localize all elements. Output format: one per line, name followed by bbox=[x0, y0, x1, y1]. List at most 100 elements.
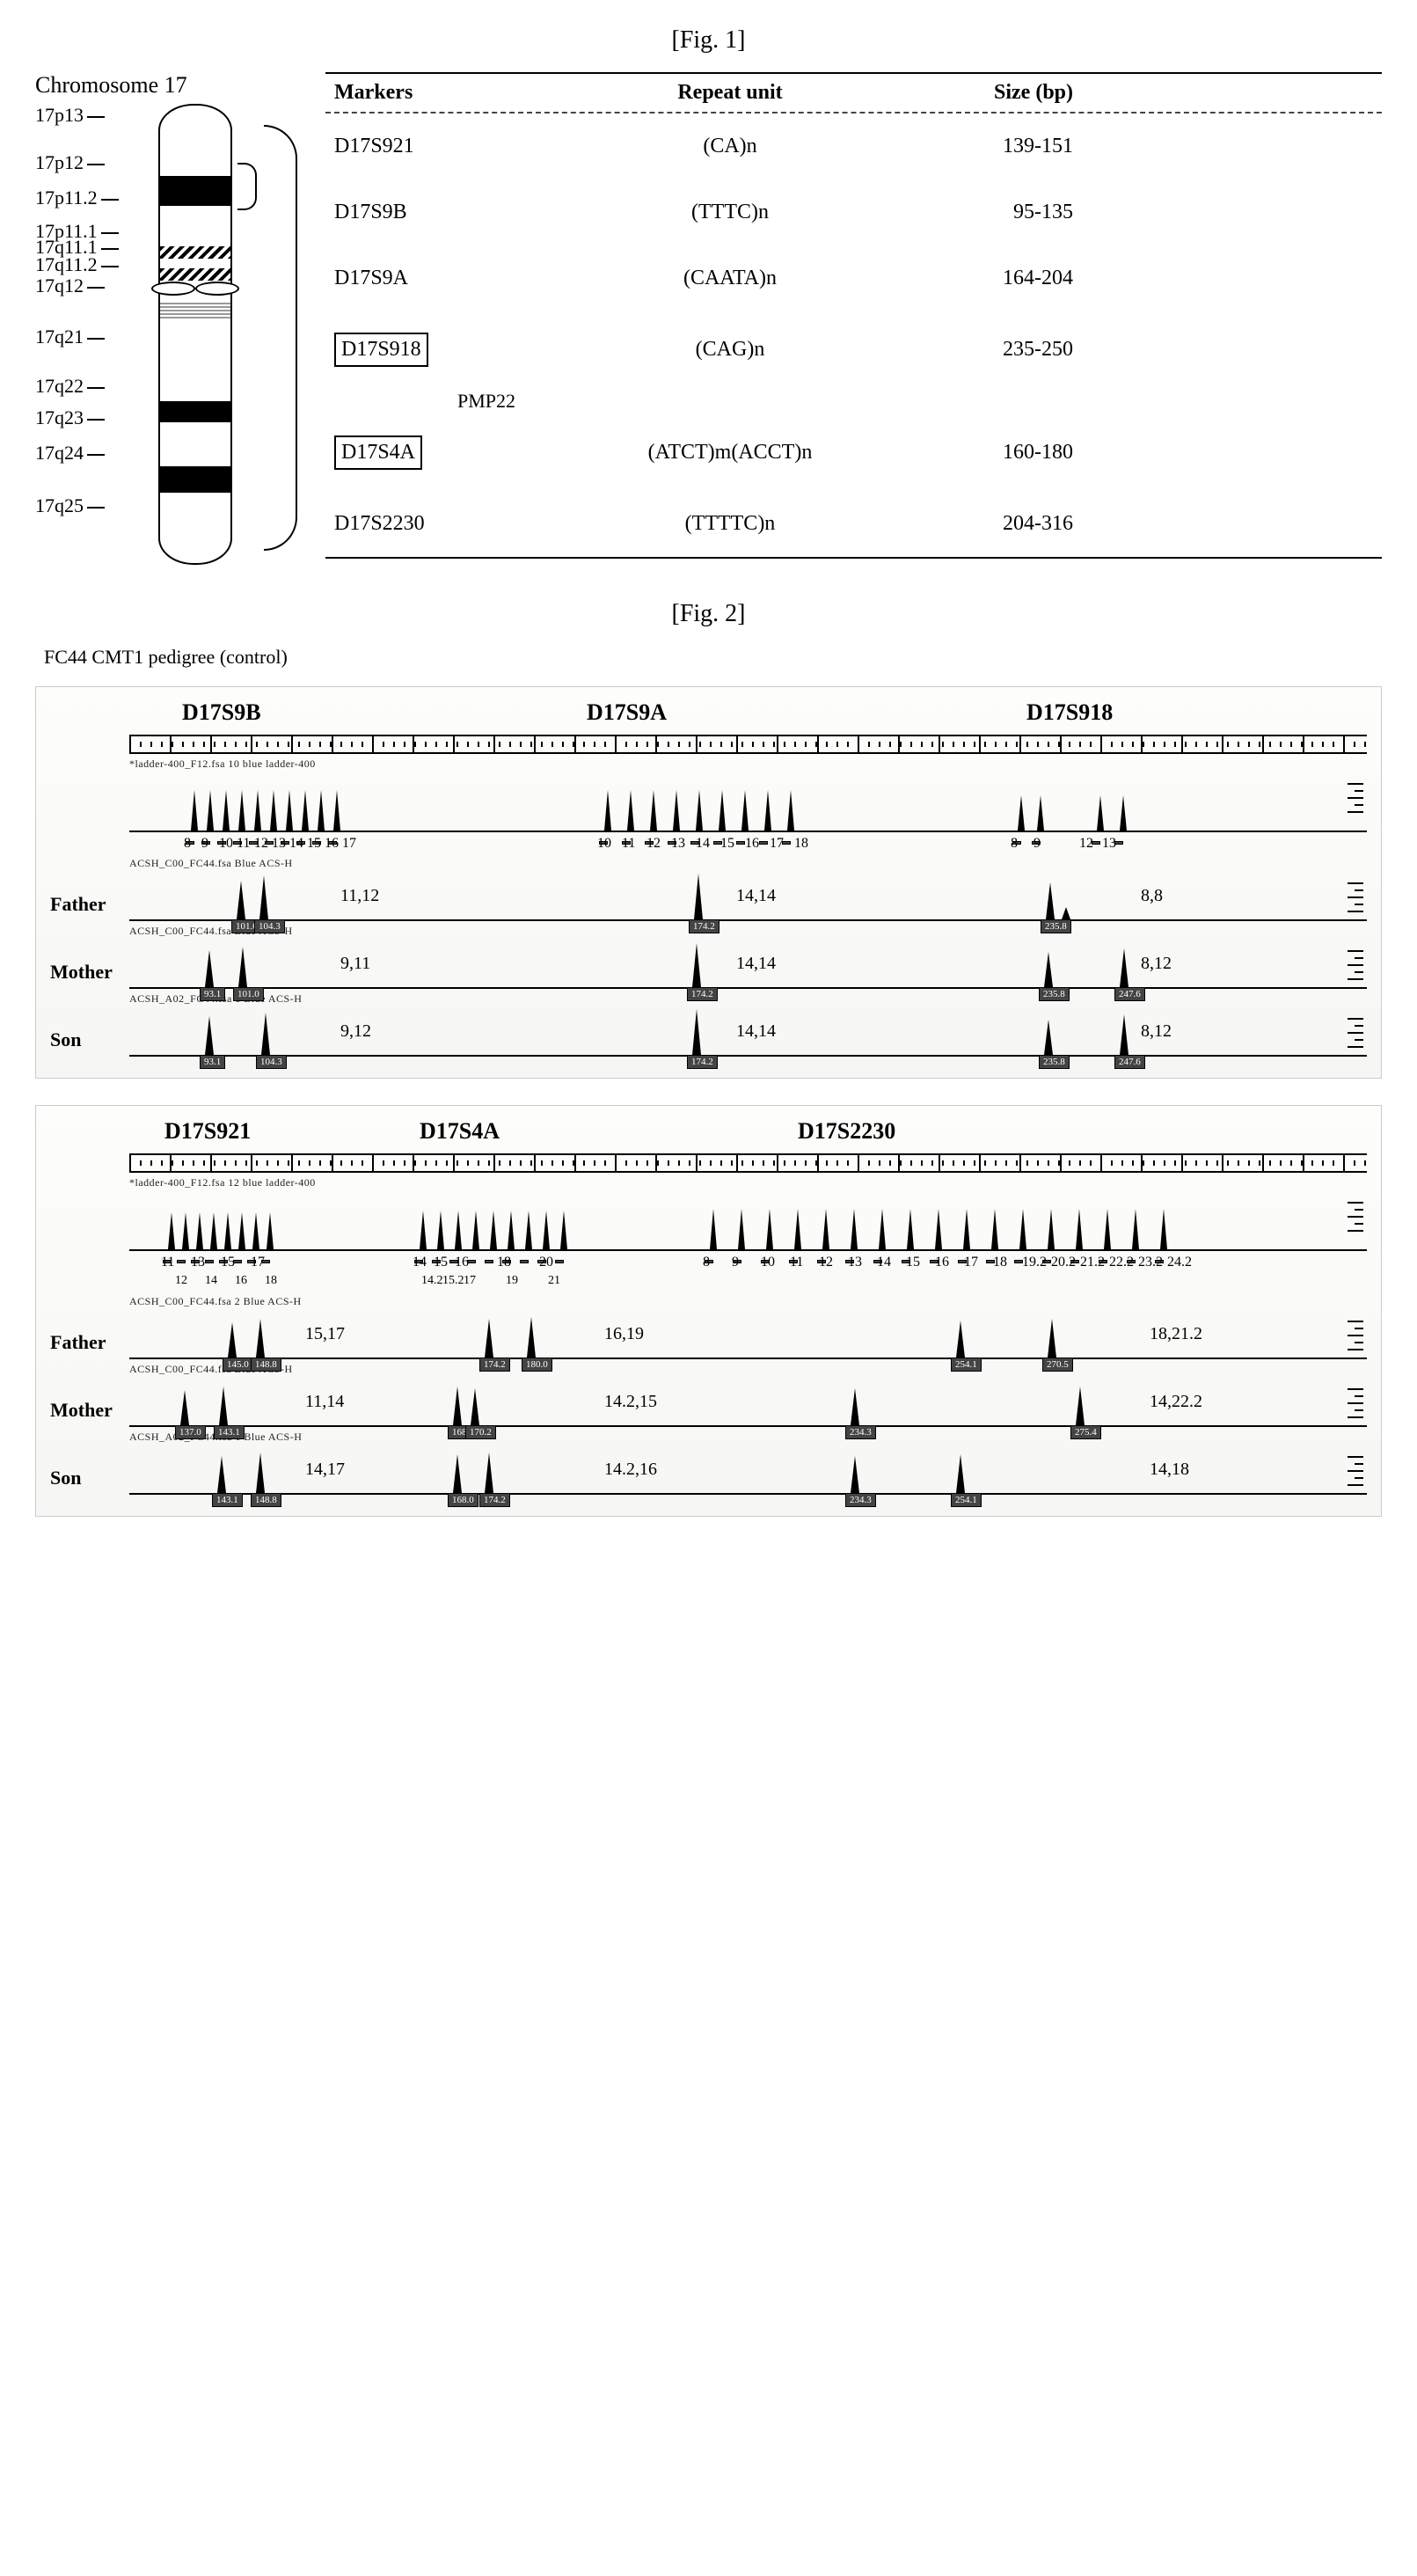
peak bbox=[956, 1321, 965, 1358]
table-row: D17S4A(ATCT)m(ACCT)n160-180 bbox=[325, 414, 1382, 491]
peak bbox=[719, 790, 726, 831]
genotype-label: 14,22.2 bbox=[1150, 1392, 1202, 1412]
peak bbox=[256, 1319, 265, 1358]
peak bbox=[168, 1212, 175, 1249]
ladder-allele-numbers: 1113151714151618208910111213141516171819… bbox=[50, 1255, 1367, 1274]
repeat-cell: (TTTC)n bbox=[563, 201, 897, 224]
ladder-tiny-label: *ladder-400_F12.fsa 12 blue ladder-400 bbox=[50, 1176, 1367, 1189]
allele-number: 13 bbox=[671, 836, 685, 852]
band-label: 17q25 bbox=[35, 494, 105, 517]
genotype-label: 8,12 bbox=[1141, 1021, 1172, 1042]
peak-box: 174.2 bbox=[687, 987, 718, 1001]
peak bbox=[692, 943, 701, 987]
sample-row: Father145.0148.8174.2180.0254.1270.515,1… bbox=[50, 1315, 1367, 1359]
peak bbox=[191, 790, 198, 831]
allele-number: 15 bbox=[906, 1255, 920, 1270]
ideogram bbox=[158, 104, 232, 565]
ideogram-band bbox=[160, 401, 230, 422]
allele-number: 18 bbox=[265, 1274, 277, 1288]
peak-box: 174.2 bbox=[479, 1493, 510, 1507]
peak bbox=[508, 1211, 515, 1249]
allele-number: 15 bbox=[434, 1255, 448, 1270]
peak-box: 180.0 bbox=[522, 1358, 552, 1372]
peak bbox=[956, 1454, 965, 1493]
ideogram-band bbox=[160, 176, 230, 206]
peak bbox=[991, 1209, 998, 1249]
allele-number: 13 bbox=[848, 1255, 862, 1270]
allele-number: 8 bbox=[703, 1255, 710, 1270]
allele-number: 15.2 bbox=[442, 1274, 464, 1288]
ideogram-band bbox=[160, 466, 230, 493]
allele-number: 10 bbox=[597, 836, 611, 852]
row-label: Son bbox=[50, 1028, 81, 1051]
peak bbox=[879, 1209, 886, 1249]
peak bbox=[673, 790, 680, 831]
allele-number: 17 bbox=[251, 1255, 265, 1270]
table-row: D17S2230(TTTTC)n204-316 bbox=[325, 491, 1382, 557]
peak-box: 148.8 bbox=[251, 1493, 281, 1507]
ruler bbox=[129, 1153, 1367, 1173]
peak bbox=[437, 1211, 444, 1249]
peak bbox=[935, 1209, 942, 1249]
allele-number: 14.2 bbox=[421, 1274, 443, 1288]
sample-row: Son 93.1104.3174.2235.8247.69,1214,148,12 bbox=[50, 1013, 1367, 1057]
electropherogram-panel-b: D17S921D17S4AD17S2230 *ladder-400_F12.fs… bbox=[35, 1105, 1382, 1517]
allele-number: 11 bbox=[790, 1255, 803, 1270]
peak bbox=[485, 1319, 493, 1358]
allele-number: 15 bbox=[720, 836, 734, 852]
band-label: 17q24 bbox=[35, 442, 105, 465]
fig2-label: [Fig. 2] bbox=[35, 600, 1382, 628]
peak-box: 168.0 bbox=[448, 1493, 478, 1507]
row-label: Mother bbox=[50, 1399, 113, 1422]
peak bbox=[1097, 795, 1104, 831]
allele-number: 12 bbox=[254, 836, 268, 852]
allele-number: 10 bbox=[761, 1255, 775, 1270]
peak bbox=[794, 1209, 801, 1249]
ideogram-band bbox=[160, 246, 230, 259]
size-cell: 139-151 bbox=[897, 135, 1073, 158]
sample-tiny-label: ACSH_A02_FC44.fsa 1 Blue ACS-H bbox=[50, 1431, 1367, 1444]
trace: 93.1104.3174.2235.8247.69,1214,148,12 bbox=[129, 1013, 1367, 1057]
allele-number: 12 bbox=[646, 836, 661, 852]
peak bbox=[710, 1209, 717, 1249]
peak-box: 174.2 bbox=[687, 1055, 718, 1069]
genotype-label: 15,17 bbox=[305, 1324, 345, 1344]
allele-number: 9 bbox=[201, 836, 208, 852]
marker-header: D17S9B bbox=[182, 699, 516, 726]
repeat-cell: (TTTTC)n bbox=[563, 512, 897, 536]
allele-number: 16 bbox=[935, 1255, 949, 1270]
peak bbox=[1120, 1014, 1128, 1055]
allele-number: 17 bbox=[464, 1274, 476, 1288]
peak bbox=[318, 790, 325, 831]
marker-cell: D17S2230 bbox=[334, 512, 563, 536]
peak bbox=[219, 1387, 228, 1425]
peak bbox=[741, 790, 749, 831]
fig1-label: [Fig. 1] bbox=[35, 26, 1382, 55]
genotype-label: 9,11 bbox=[340, 954, 370, 974]
peak bbox=[223, 790, 230, 831]
figure-1: Chromosome 17 17p1317p1217p11.217p11.117… bbox=[35, 72, 1382, 565]
allele-number: 21 bbox=[548, 1274, 560, 1288]
peak bbox=[851, 1209, 858, 1249]
allele-number: 18 bbox=[993, 1255, 1007, 1270]
marker-cell: D17S9B bbox=[334, 201, 563, 224]
peak bbox=[822, 1209, 829, 1249]
peak bbox=[1062, 907, 1070, 919]
peak bbox=[180, 1390, 189, 1425]
sample-row: Mother93.1101.0174.2235.8247.69,1114,148… bbox=[50, 945, 1367, 989]
genotype-label: 8,8 bbox=[1141, 886, 1163, 906]
peak bbox=[650, 790, 657, 831]
peak bbox=[696, 790, 703, 831]
repeat-cell: (CA)n bbox=[563, 135, 897, 158]
marker-header: D17S9A bbox=[587, 699, 921, 726]
fig2-title: FC44 CMT1 pedigree (control) bbox=[44, 646, 1382, 669]
peak bbox=[217, 1456, 226, 1493]
table-row: D17S9B(TTTC)n95-135 bbox=[325, 179, 1382, 245]
size-cell: 164-204 bbox=[897, 267, 1073, 290]
marker-table: Markers Repeat unit Size (bp) D17S921(CA… bbox=[325, 72, 1382, 565]
peak bbox=[766, 1209, 773, 1249]
peak-box: 174.2 bbox=[479, 1358, 510, 1372]
allele-number: 16 bbox=[235, 1274, 247, 1288]
peak bbox=[963, 1209, 970, 1249]
ladder-tiny-label: *ladder-400_F12.fsa 10 blue ladder-400 bbox=[50, 757, 1367, 771]
